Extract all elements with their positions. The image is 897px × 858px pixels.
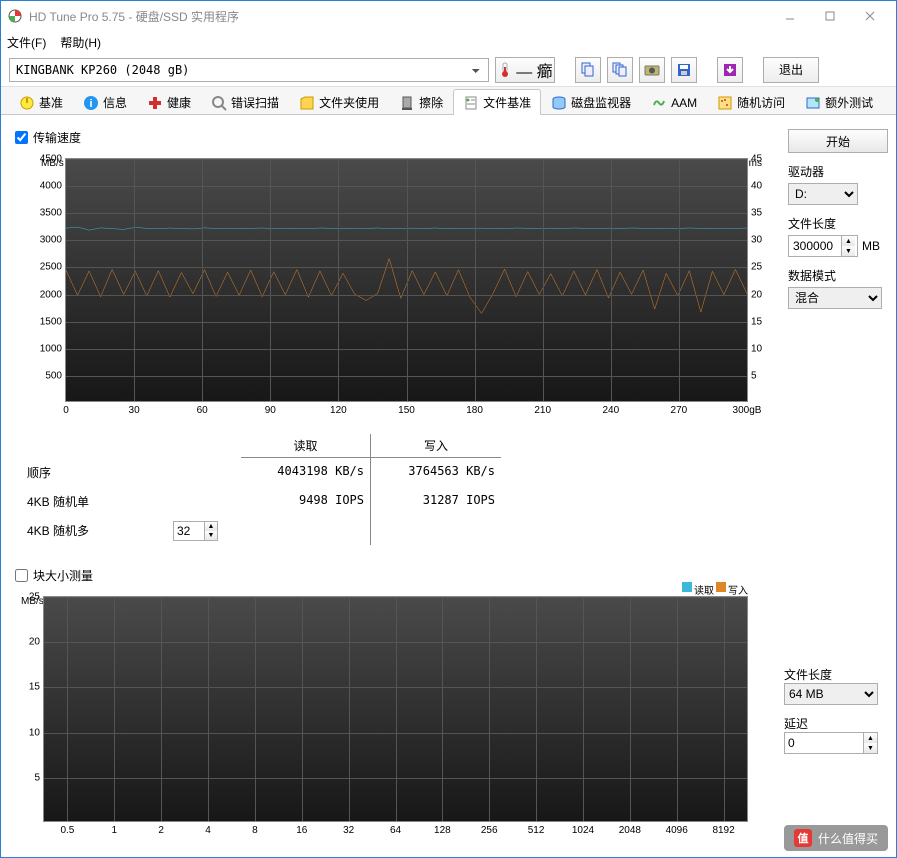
close-button[interactable] (850, 4, 890, 28)
tab-9[interactable]: 随机访问 (707, 89, 795, 115)
drive-letter-label: 驱动器 (788, 163, 888, 180)
file-length-label: 文件长度 (788, 215, 888, 232)
delay-stepper[interactable]: ▲▼ (784, 732, 878, 754)
delay-label: 延迟 (784, 717, 808, 731)
tab-2[interactable]: 健康 (137, 89, 201, 115)
minimize-button[interactable] (770, 4, 810, 28)
transfer-chart: 4500454000403500353000302500252000201500… (65, 158, 748, 402)
tab-10[interactable]: 额外测试 (795, 89, 883, 115)
start-button[interactable]: 开始 (788, 129, 888, 153)
app-icon (7, 8, 23, 24)
copy-all-icon (612, 62, 628, 78)
drive-letter-select[interactable]: D: (788, 183, 858, 205)
tab-8[interactable]: AAM (641, 90, 707, 115)
screenshot-button[interactable] (639, 57, 665, 83)
file-length2-select[interactable]: 64 MB (784, 683, 878, 705)
camera-icon (644, 62, 660, 78)
file-length-unit: MB (862, 239, 880, 253)
tab-0[interactable]: 基准 (9, 89, 73, 115)
window-title: HD Tune Pro 5.75 - 硬盘/SSD 实用程序 (29, 8, 770, 25)
svg-text:i: i (89, 98, 92, 110)
watermark-text: 什么值得买 (818, 830, 878, 847)
floppy-icon (676, 62, 692, 78)
copy-button[interactable] (575, 57, 601, 83)
transfer-rate-checkbox[interactable] (15, 131, 28, 144)
menu-bar: 文件(F) 帮助(H) (1, 31, 896, 53)
transfer-rate-label: 传输速度 (33, 129, 81, 146)
tab-7[interactable]: 磁盘监视器 (541, 89, 641, 115)
chart2-legend: 读取 写入 (682, 582, 748, 597)
menu-file[interactable]: 文件(F) (7, 34, 46, 51)
file-length-stepper[interactable]: ▲▼ (788, 235, 858, 257)
exit-button[interactable]: 退出 (763, 57, 819, 83)
tab-strip: 基准i信息健康错误扫描文件夹使用擦除文件基准磁盘监视器AAM随机访问额外测试 (1, 87, 896, 115)
tab-5[interactable]: 擦除 (389, 89, 453, 115)
tab-4[interactable]: 文件夹使用 (289, 89, 389, 115)
transfer-chart-wrap: MB/s ms 45004540004035003530003025002520… (9, 158, 780, 402)
blocksize-chart: 2520151050.51248163264128256512102420484… (43, 596, 748, 822)
side-panel-2: 文件长度 64 MB 延迟 ▲▼ (784, 666, 884, 754)
watermark: 值 什么值得买 (784, 825, 888, 851)
download-icon (722, 62, 738, 78)
toolbar: KINGBANK KP260 (2048 gB) — 癤 退出 (1, 53, 896, 87)
copy-all-button[interactable] (607, 57, 633, 83)
data-mode-select[interactable]: 混合 (788, 287, 882, 309)
data-mode-label: 数据模式 (788, 267, 888, 284)
file-length2-label: 文件长度 (784, 668, 832, 682)
maximize-button[interactable] (810, 4, 850, 28)
title-bar: HD Tune Pro 5.75 - 硬盘/SSD 实用程序 (1, 1, 896, 31)
watermark-logo: 值 (794, 829, 812, 847)
temperature-button[interactable]: — 癤 (495, 57, 555, 83)
copy-icon (580, 62, 596, 78)
blocksize-checkbox[interactable] (15, 569, 28, 582)
tab-3[interactable]: 错误扫描 (201, 89, 289, 115)
options-button[interactable] (717, 57, 743, 83)
save-button[interactable] (671, 57, 697, 83)
tab-1[interactable]: i信息 (73, 89, 137, 115)
drive-select[interactable]: KINGBANK KP260 (2048 gB) (9, 58, 489, 82)
blocksize-chart-wrap: MB/s 读取 写入 2520151050.512481632641282565… (9, 596, 780, 822)
thermometer-icon (497, 62, 513, 78)
tab-6[interactable]: 文件基准 (453, 89, 541, 115)
menu-help[interactable]: 帮助(H) (60, 34, 101, 51)
